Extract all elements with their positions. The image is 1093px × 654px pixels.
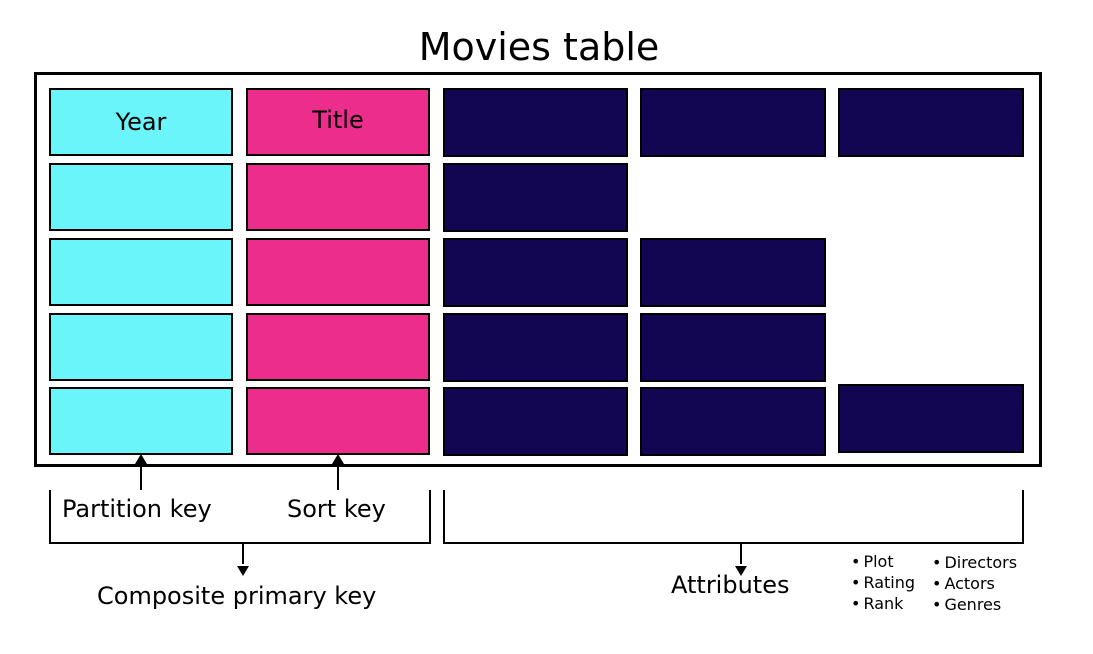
partition-key-label: Partition key [62, 495, 212, 523]
attributes-arrow-head [735, 566, 747, 576]
attribute-cell [640, 313, 826, 382]
attribute-item: Rank [851, 593, 915, 614]
composite-key-arrow-head [237, 566, 249, 576]
sort-key-arrow-head [332, 454, 344, 464]
sort-key-label: Sort key [287, 495, 386, 523]
sort-key-cell [246, 387, 430, 455]
partition-key-arrow-line [140, 462, 142, 490]
attribute-cell [443, 163, 628, 232]
partition-key-arrow-head [135, 454, 147, 464]
attribute-list-left: Plot Rating Rank [851, 551, 915, 614]
attribute-cell [443, 313, 628, 382]
attribute-item: Genres [932, 594, 1017, 615]
attribute-list-right: Directors Actors Genres [932, 552, 1017, 615]
attribute-item: Plot [851, 551, 915, 572]
movies-table-frame [34, 72, 1042, 467]
attribute-cell [443, 387, 628, 456]
attribute-cell [443, 238, 628, 307]
attribute-cell [640, 88, 826, 157]
partition-key-cell [49, 238, 233, 306]
attribute-cell [640, 387, 826, 456]
attribute-cell [838, 88, 1024, 157]
sort-key-header-cell: Title [246, 88, 430, 156]
partition-key-cell [49, 387, 233, 455]
partition-key-header-cell: Year [49, 88, 233, 156]
composite-key-bracket [49, 490, 431, 544]
attributes-arrow-line [740, 544, 742, 564]
composite-primary-key-label: Composite primary key [97, 582, 377, 610]
attribute-cell [640, 238, 826, 307]
sort-key-cell [246, 313, 430, 381]
attribute-item: Actors [932, 573, 1017, 594]
diagram-title: Movies table [418, 25, 660, 69]
attribute-item: Rating [851, 572, 915, 593]
sort-key-cell [246, 163, 430, 231]
partition-key-cell [49, 313, 233, 381]
attributes-label: Attributes [671, 571, 790, 599]
sort-key-arrow-line [337, 462, 339, 490]
attribute-item: Directors [932, 552, 1017, 573]
sort-key-cell [246, 238, 430, 306]
attribute-cell [838, 384, 1024, 453]
partition-key-cell [49, 163, 233, 231]
composite-key-arrow-line [242, 544, 244, 564]
attributes-bracket [443, 490, 1024, 544]
attribute-cell [443, 88, 628, 157]
